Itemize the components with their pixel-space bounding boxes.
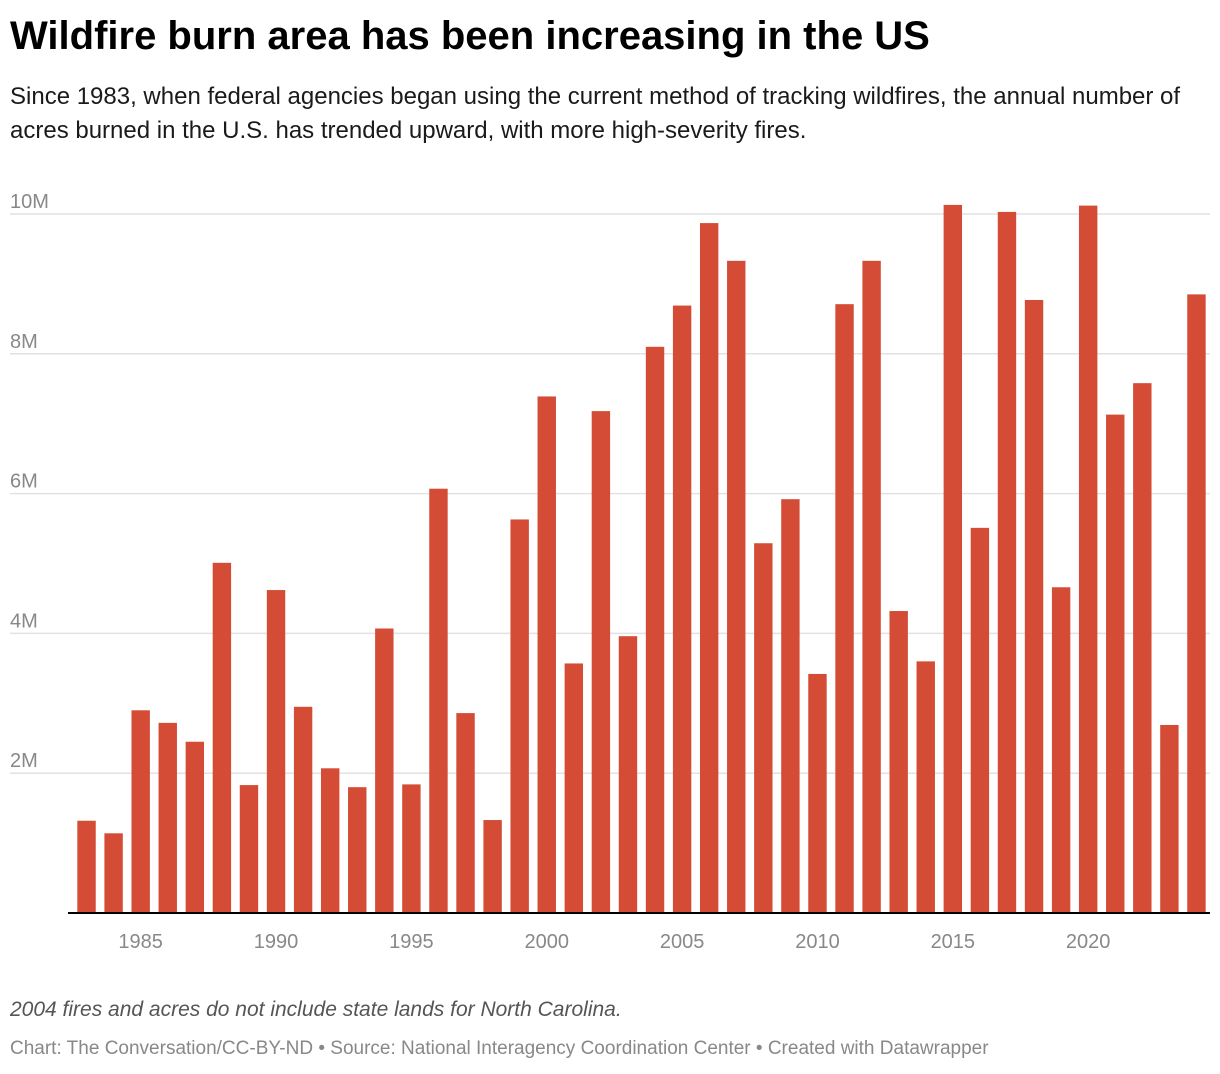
bar-1991 <box>293 706 313 913</box>
y-tick-label: 4M <box>10 610 38 632</box>
bar-2003 <box>618 636 638 913</box>
bar-1999 <box>510 519 529 913</box>
y-tick-label: 10M <box>10 191 49 213</box>
bar-2018 <box>1024 299 1044 913</box>
bar-1988 <box>212 562 232 913</box>
bar-1989 <box>239 785 259 913</box>
bar-1985 <box>131 710 150 913</box>
bar-2023 <box>1160 724 1179 913</box>
bar-2011 <box>835 304 854 913</box>
bar-2008 <box>754 543 773 913</box>
bar-1995 <box>402 784 421 913</box>
x-tick-label: 2005 <box>660 931 705 953</box>
y-tick-label: 8M <box>10 331 38 353</box>
bar-1992 <box>320 768 340 913</box>
bar-2024 <box>1187 294 1206 913</box>
bar-2019 <box>1051 587 1071 913</box>
chart-note: 2004 fires and acres do not include stat… <box>10 998 622 1021</box>
x-tick-label: 1985 <box>118 931 163 953</box>
bar-2009 <box>781 499 800 913</box>
x-tick-label: 2020 <box>1066 931 1111 953</box>
y-axis-tick-labels: 2M 4M 6M 8M 10M <box>10 191 49 772</box>
chart-credits: Chart: The Conversation/CC-BY-ND • Sourc… <box>10 1038 989 1059</box>
x-tick-label: 1995 <box>389 931 434 953</box>
bar-2010 <box>808 673 827 913</box>
x-tick-label: 1990 <box>254 931 299 953</box>
bar-2017 <box>997 211 1017 913</box>
y-tick-label: 2M <box>10 750 38 772</box>
x-tick-label: 2015 <box>931 931 976 953</box>
bar-1994 <box>375 628 394 913</box>
x-axis-tick-labels: 1985 1990 1995 2000 2005 2010 2015 2020 <box>118 931 1110 953</box>
bar-1984 <box>104 833 123 913</box>
bars <box>77 204 1206 914</box>
bar-2005 <box>672 305 692 914</box>
bar-2014 <box>916 661 935 913</box>
bar-2015 <box>943 204 963 914</box>
x-tick-label: 2010 <box>795 931 840 953</box>
bar-2013 <box>889 611 908 913</box>
chart-title: Wildfire burn area has been increasing i… <box>10 14 930 58</box>
bar-1996 <box>429 488 448 913</box>
y-tick-label: 6M <box>10 471 38 493</box>
chart-subtitle: Since 1983, when federal agencies began … <box>10 83 1181 144</box>
bar-2004 <box>645 346 665 913</box>
bar-1990 <box>266 590 286 913</box>
bar-1997 <box>456 713 475 913</box>
bar-1986 <box>158 722 177 913</box>
bar-2022 <box>1133 383 1152 913</box>
bar-2012 <box>862 260 881 913</box>
bar-2021 <box>1106 414 1125 913</box>
bar-2001 <box>564 663 584 913</box>
x-tick-label: 2000 <box>525 931 570 953</box>
bar-chart: 2M 4M 6M 8M 10M 1985 1990 1995 2000 2005 2010 2015… <box>10 191 1210 953</box>
bar-1987 <box>185 741 205 913</box>
bar-2020 <box>1078 205 1098 913</box>
bar-2016 <box>970 527 990 913</box>
bar-2006 <box>699 223 719 913</box>
bar-1983 <box>77 820 96 913</box>
bar-2007 <box>727 260 746 913</box>
bar-2000 <box>537 396 556 914</box>
bar-1993 <box>348 787 367 913</box>
bar-2002 <box>591 411 611 913</box>
bar-1998 <box>483 820 502 913</box>
